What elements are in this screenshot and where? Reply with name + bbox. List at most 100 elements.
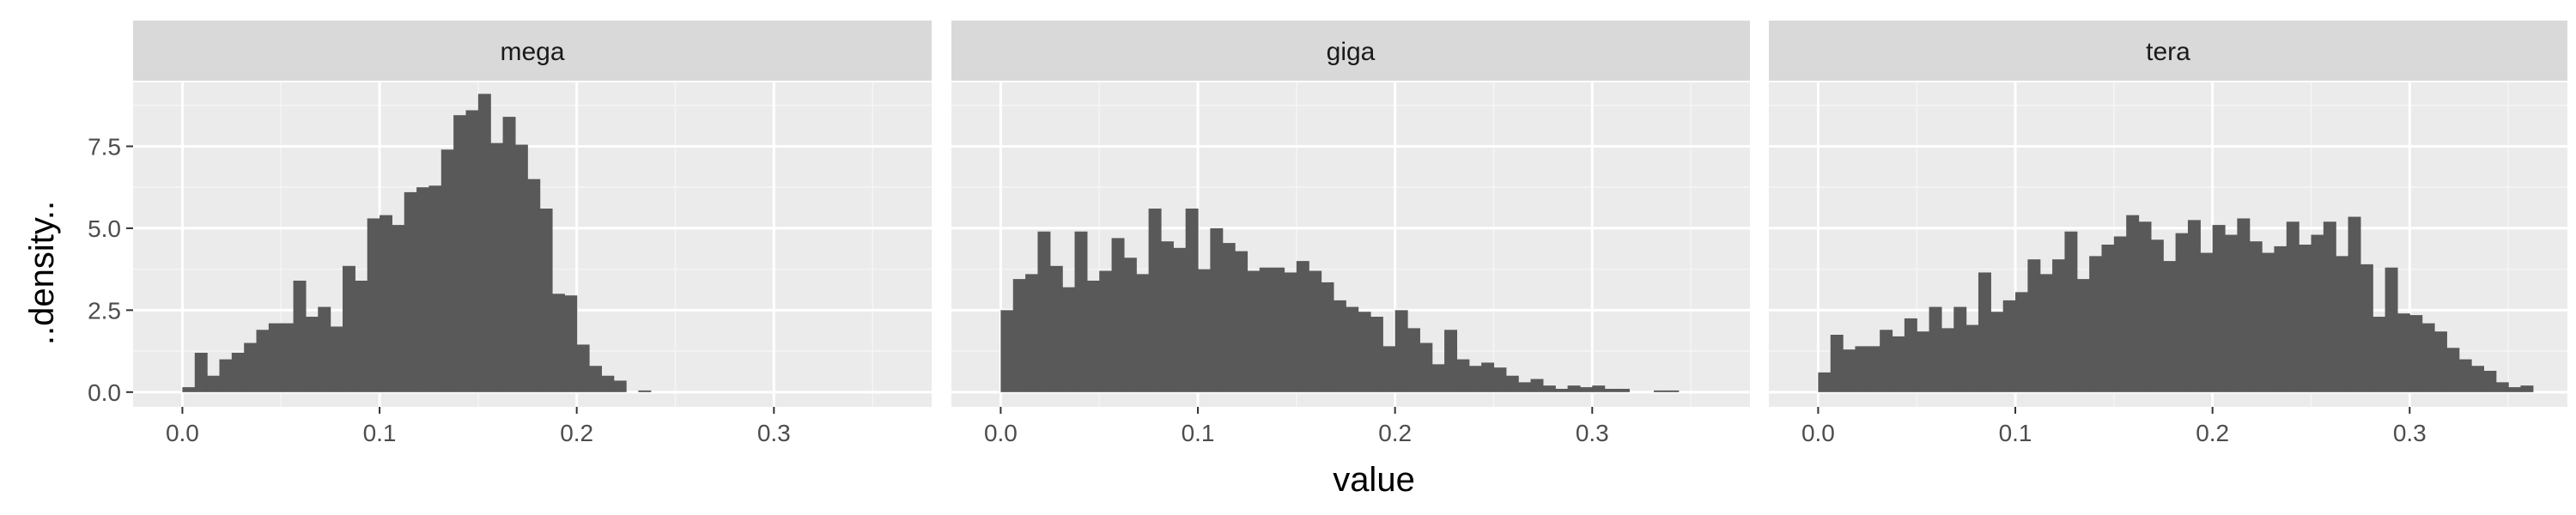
histogram-bar bbox=[2323, 221, 2336, 392]
histogram-bar bbox=[1929, 306, 1942, 392]
histogram-bar bbox=[342, 265, 355, 392]
histogram-bar bbox=[1617, 389, 1630, 392]
x-tick-label: 0.0 bbox=[166, 420, 199, 446]
histogram-bar bbox=[1074, 231, 1088, 392]
histogram-bar bbox=[477, 94, 491, 392]
histogram-bar bbox=[293, 281, 307, 392]
histogram-bar bbox=[330, 326, 343, 392]
histogram-bar bbox=[2495, 382, 2509, 392]
histogram-bar bbox=[1855, 346, 1868, 392]
histogram-bar bbox=[1210, 227, 1224, 392]
facet-giga: giga 0.0 0.1 0.2 0.3 bbox=[951, 21, 1750, 446]
histogram-bar bbox=[1160, 241, 1174, 392]
histogram-bar bbox=[1321, 282, 1334, 392]
histogram-bar bbox=[2113, 236, 2127, 392]
histogram-bar bbox=[2175, 233, 2189, 392]
histogram-bar bbox=[281, 323, 295, 392]
histogram-bar bbox=[1333, 300, 1346, 392]
histogram-bar bbox=[392, 225, 405, 392]
histogram-bar bbox=[1173, 247, 1187, 392]
y-tick-label: 5.0 bbox=[88, 215, 121, 242]
histogram-bar bbox=[2163, 261, 2177, 392]
histogram-bar bbox=[2348, 216, 2361, 392]
histogram-bar bbox=[2397, 313, 2410, 392]
histogram-bar bbox=[1555, 389, 1569, 392]
histogram-bar bbox=[1917, 331, 1930, 392]
histogram-bar bbox=[2458, 359, 2472, 392]
histogram-bar bbox=[1481, 362, 1495, 392]
facet-strip-label: mega bbox=[500, 38, 564, 66]
histogram-bar bbox=[1247, 270, 1261, 392]
histogram-bar bbox=[1604, 389, 1618, 392]
histogram-bar bbox=[1518, 382, 1532, 392]
histogram-bar bbox=[2421, 323, 2435, 392]
histogram-bar bbox=[1407, 328, 1420, 392]
histogram-bar bbox=[601, 375, 615, 392]
histogram-bar bbox=[1818, 372, 1832, 392]
histogram-bar bbox=[2101, 245, 2115, 392]
histogram-bar bbox=[182, 387, 196, 392]
histogram-bar bbox=[2249, 241, 2263, 392]
histogram-bar bbox=[2150, 239, 2164, 392]
facet-strip-label: tera bbox=[2146, 38, 2190, 66]
histogram-bar bbox=[1123, 258, 1137, 392]
histogram-bar bbox=[1235, 251, 1249, 392]
histogram-bar bbox=[1904, 318, 1917, 392]
histogram-bar bbox=[1941, 328, 1954, 392]
histogram-bar bbox=[1505, 375, 1519, 392]
histogram-bar bbox=[416, 187, 430, 392]
histogram-bar bbox=[1567, 385, 1581, 392]
histogram-bar bbox=[2446, 348, 2460, 392]
histogram-bar bbox=[2311, 234, 2324, 392]
histogram-bar bbox=[2002, 300, 2016, 392]
histogram-bar bbox=[2225, 234, 2238, 392]
histogram-bar bbox=[1579, 387, 1593, 392]
x-tick-label: 0.2 bbox=[2196, 420, 2229, 446]
x-tick-label: 0.3 bbox=[1576, 420, 1609, 446]
histogram-bar bbox=[1296, 261, 1309, 392]
histogram-bar bbox=[1086, 281, 1100, 392]
histogram-bar bbox=[2212, 225, 2226, 392]
histogram-bar bbox=[428, 185, 442, 392]
histogram-bar bbox=[1025, 274, 1039, 392]
histogram-bar bbox=[1136, 274, 1150, 392]
histogram-bar bbox=[613, 380, 627, 392]
y-axis-title: ..density.. bbox=[23, 201, 61, 345]
histogram-bar bbox=[1431, 364, 1445, 392]
histogram-bar bbox=[2237, 218, 2251, 392]
facet-strip bbox=[951, 21, 1750, 81]
histogram-bar bbox=[2138, 221, 2152, 392]
histogram-bar bbox=[1530, 379, 1544, 392]
histogram-bar bbox=[2027, 259, 2041, 392]
histogram-bar bbox=[2508, 387, 2522, 392]
histogram-bar bbox=[367, 218, 380, 392]
histogram-bar bbox=[1062, 287, 1076, 392]
histogram-bar bbox=[1284, 272, 1297, 392]
histogram-bar bbox=[453, 115, 467, 392]
y-tick-label: 7.5 bbox=[88, 133, 121, 160]
histogram-bar bbox=[2434, 331, 2447, 392]
histogram-bar bbox=[2520, 385, 2534, 392]
histogram-bar bbox=[1830, 335, 1844, 392]
x-tick-label: 0.1 bbox=[363, 420, 397, 446]
histogram-bar bbox=[1468, 366, 1482, 392]
histogram-bar bbox=[514, 144, 528, 392]
histogram-bar bbox=[1346, 306, 1359, 392]
x-tick-label: 0.1 bbox=[1182, 420, 1215, 446]
histogram-bar bbox=[2187, 220, 2201, 392]
x-tick-label: 0.1 bbox=[1999, 420, 2032, 446]
facet-strip bbox=[133, 21, 932, 81]
histogram-bar bbox=[194, 353, 208, 392]
y-axis: 0.0 2.5 5.0 7.5 bbox=[88, 133, 133, 406]
facet-strip-label: giga bbox=[1327, 38, 1376, 66]
histogram-bar bbox=[1272, 267, 1285, 392]
histogram-bar bbox=[355, 281, 368, 392]
x-tick-label: 0.2 bbox=[560, 420, 593, 446]
histogram-bar bbox=[1880, 330, 1893, 392]
histogram-bar bbox=[256, 330, 270, 392]
histogram-bar bbox=[1456, 359, 1470, 392]
histogram-bar bbox=[1382, 346, 1396, 392]
histogram-bar bbox=[380, 215, 392, 392]
x-tick-label: 0.0 bbox=[1801, 420, 1835, 446]
